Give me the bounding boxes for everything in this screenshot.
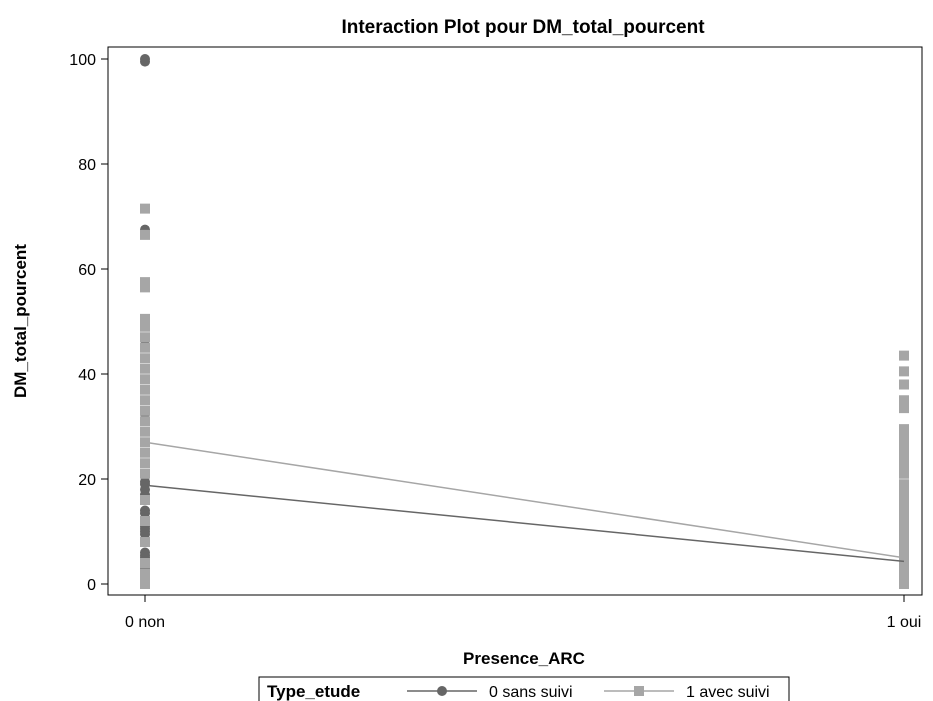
data-point xyxy=(899,379,909,390)
data-point xyxy=(899,534,909,545)
data-point xyxy=(899,550,909,561)
data-point xyxy=(899,468,909,479)
data-point xyxy=(140,529,150,540)
series-layer xyxy=(140,54,909,589)
data-point xyxy=(899,453,909,463)
series-line-1 xyxy=(144,441,905,559)
data-point xyxy=(140,516,150,526)
data-point xyxy=(140,229,150,240)
data-point xyxy=(140,416,150,427)
data-point xyxy=(140,56,150,67)
data-point xyxy=(140,537,150,547)
data-point xyxy=(899,518,909,529)
data-point xyxy=(140,395,150,406)
data-point xyxy=(140,579,150,589)
series-1 xyxy=(140,203,909,589)
data-point xyxy=(899,429,909,440)
y-tick-label: 40 xyxy=(78,367,96,384)
y-tick-label: 0 xyxy=(87,577,96,594)
data-point xyxy=(899,510,909,521)
legend-label: 0 sans suivi xyxy=(489,684,573,701)
data-point xyxy=(899,502,909,513)
data-point xyxy=(899,403,909,414)
legend: Type_etude 0 sans suivi 1 avec suivi xyxy=(258,676,790,701)
x-axis: 0 non 1 oui xyxy=(125,595,921,631)
data-point xyxy=(140,363,150,374)
data-point xyxy=(140,405,150,416)
data-point xyxy=(140,384,150,395)
y-tick-label: 20 xyxy=(78,472,96,489)
data-point xyxy=(140,332,150,343)
data-point xyxy=(140,313,150,324)
data-point xyxy=(140,508,150,519)
data-point xyxy=(899,565,909,576)
data-point xyxy=(899,579,909,589)
y-axis: 0 20 40 60 80 100 xyxy=(69,52,108,594)
chart-title: Interaction Plot pour DM_total_pourcent xyxy=(341,17,705,38)
data-point xyxy=(140,558,150,568)
data-point xyxy=(899,558,909,568)
data-point xyxy=(899,445,909,456)
data-point xyxy=(899,479,909,490)
data-point xyxy=(140,353,150,364)
plot-frame xyxy=(107,46,923,596)
data-point xyxy=(140,458,150,469)
legend-title: Type_etude xyxy=(267,682,360,701)
data-point xyxy=(899,526,909,537)
data-point xyxy=(140,282,150,293)
data-point xyxy=(140,342,150,353)
x-tick-label: 0 non xyxy=(125,614,165,631)
y-tick-label: 100 xyxy=(69,52,96,69)
data-point xyxy=(140,321,150,332)
legend-marker xyxy=(437,686,447,696)
x-axis-label: Presence_ARC xyxy=(463,649,585,668)
data-point xyxy=(899,366,909,377)
data-point xyxy=(899,495,909,505)
y-axis-label: DM_total_pourcent xyxy=(11,244,30,398)
data-point xyxy=(140,203,150,214)
data-point xyxy=(140,277,150,288)
data-point xyxy=(899,460,909,471)
legend-label: 1 avec suivi xyxy=(686,684,770,701)
data-point xyxy=(899,542,909,553)
data-point xyxy=(899,350,909,361)
data-point xyxy=(899,487,909,498)
data-point xyxy=(140,426,150,437)
series-line-0 xyxy=(144,484,905,563)
x-tick-label: 1 oui xyxy=(887,614,922,631)
y-tick-label: 60 xyxy=(78,262,96,279)
legend-marker xyxy=(634,686,644,696)
data-point xyxy=(140,495,150,505)
data-point xyxy=(899,437,909,448)
data-point xyxy=(899,424,909,435)
data-point xyxy=(140,447,150,458)
legend-frame xyxy=(258,676,790,701)
data-point xyxy=(140,374,150,385)
series-0 xyxy=(140,54,909,589)
y-tick-label: 80 xyxy=(78,157,96,174)
data-point xyxy=(899,573,909,584)
data-point xyxy=(899,395,909,406)
data-point xyxy=(140,568,150,579)
data-point xyxy=(140,468,150,479)
